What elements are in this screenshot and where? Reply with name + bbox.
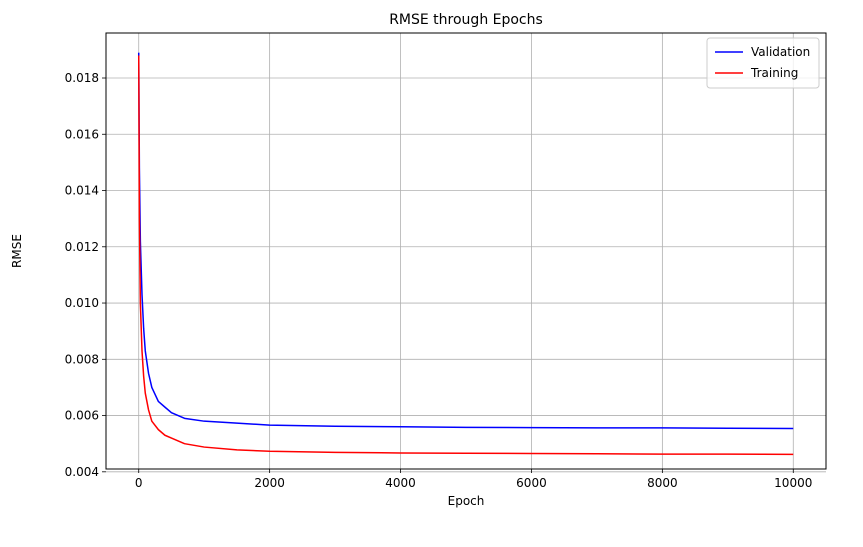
y-tick-label: 0.004 [65, 465, 99, 479]
x-tick-label: 0 [135, 476, 143, 490]
y-tick-label: 0.016 [65, 127, 99, 141]
series-line-validation [137, 52, 794, 430]
x-tick-label: 10000 [774, 476, 812, 490]
series-line-training [137, 55, 794, 456]
legend-box [706, 37, 820, 89]
chart-title: RMSE through Epochs [389, 12, 543, 28]
y-tick-label: 0.006 [65, 409, 99, 423]
y-tick-label: 0.018 [65, 71, 99, 85]
plot-frame [105, 32, 827, 470]
grid-layer [106, 33, 826, 473]
legend-label-training: Training [750, 66, 798, 80]
legend: Validation Training [706, 37, 820, 89]
series-layer [137, 52, 794, 456]
y-tick-label: 0.010 [65, 296, 99, 310]
x-tick-label: 6000 [516, 476, 547, 490]
y-axis-label: RMSE [10, 234, 24, 268]
x-axis-label: Epoch [448, 494, 485, 508]
tick-layer: 0 2000 4000 6000 8000 10000 0.004 0.006 0.008 0.0… [65, 71, 813, 490]
y-tick-label: 0.014 [65, 184, 99, 198]
x-tick-label: 2000 [254, 476, 285, 490]
x-tick-label: 4000 [385, 476, 416, 490]
y-tick-label: 0.008 [65, 352, 99, 366]
y-tick-label: 0.012 [65, 240, 99, 254]
legend-label-validation: Validation [751, 45, 810, 59]
x-tick-label: 8000 [647, 476, 678, 490]
